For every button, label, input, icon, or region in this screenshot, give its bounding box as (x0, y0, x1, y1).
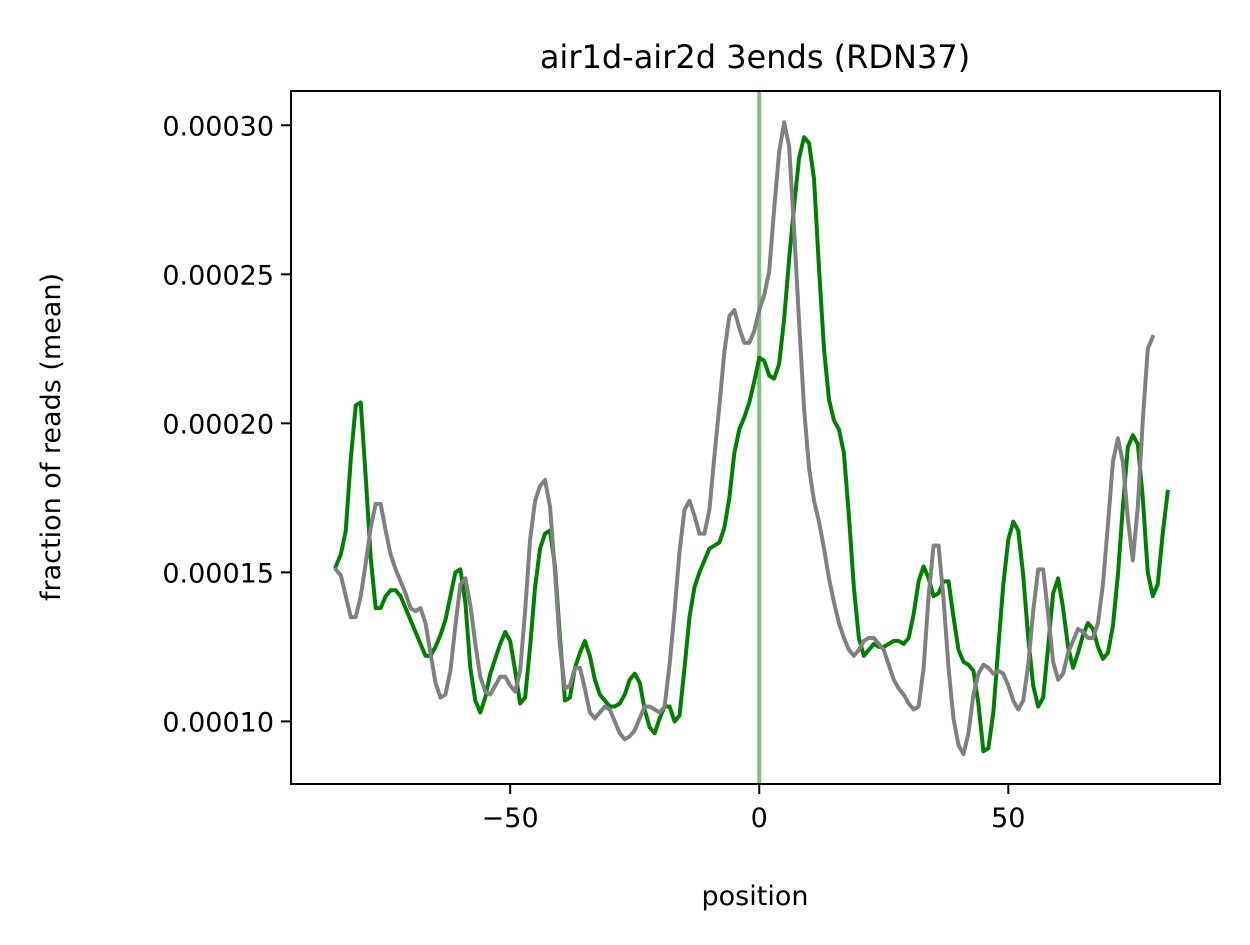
x-tick-label: −50 (482, 803, 539, 834)
chart-title: air1d-air2d 3ends (RDN37) (540, 38, 970, 76)
series-line-2 (333, 120, 1156, 757)
y-tick-label: 0.00030 (162, 111, 274, 142)
y-tick-label: 0.00015 (162, 558, 274, 589)
axis-ticks: −50 0 50 0.00010 0.00015 0.00020 0.00025 0.0003… (162, 111, 1025, 834)
y-axis-label: fraction of reads (mean) (36, 273, 67, 601)
x-tick-label: 50 (991, 803, 1025, 834)
y-tick-label: 0.00025 (162, 260, 274, 291)
x-tick-label: 0 (751, 803, 768, 834)
plot-area (333, 91, 1170, 784)
axes-frame (290, 90, 1221, 785)
y-tick-label: 0.00010 (162, 707, 274, 738)
x-axis-label: position (702, 881, 809, 912)
y-tick-label: 0.00020 (162, 409, 274, 440)
